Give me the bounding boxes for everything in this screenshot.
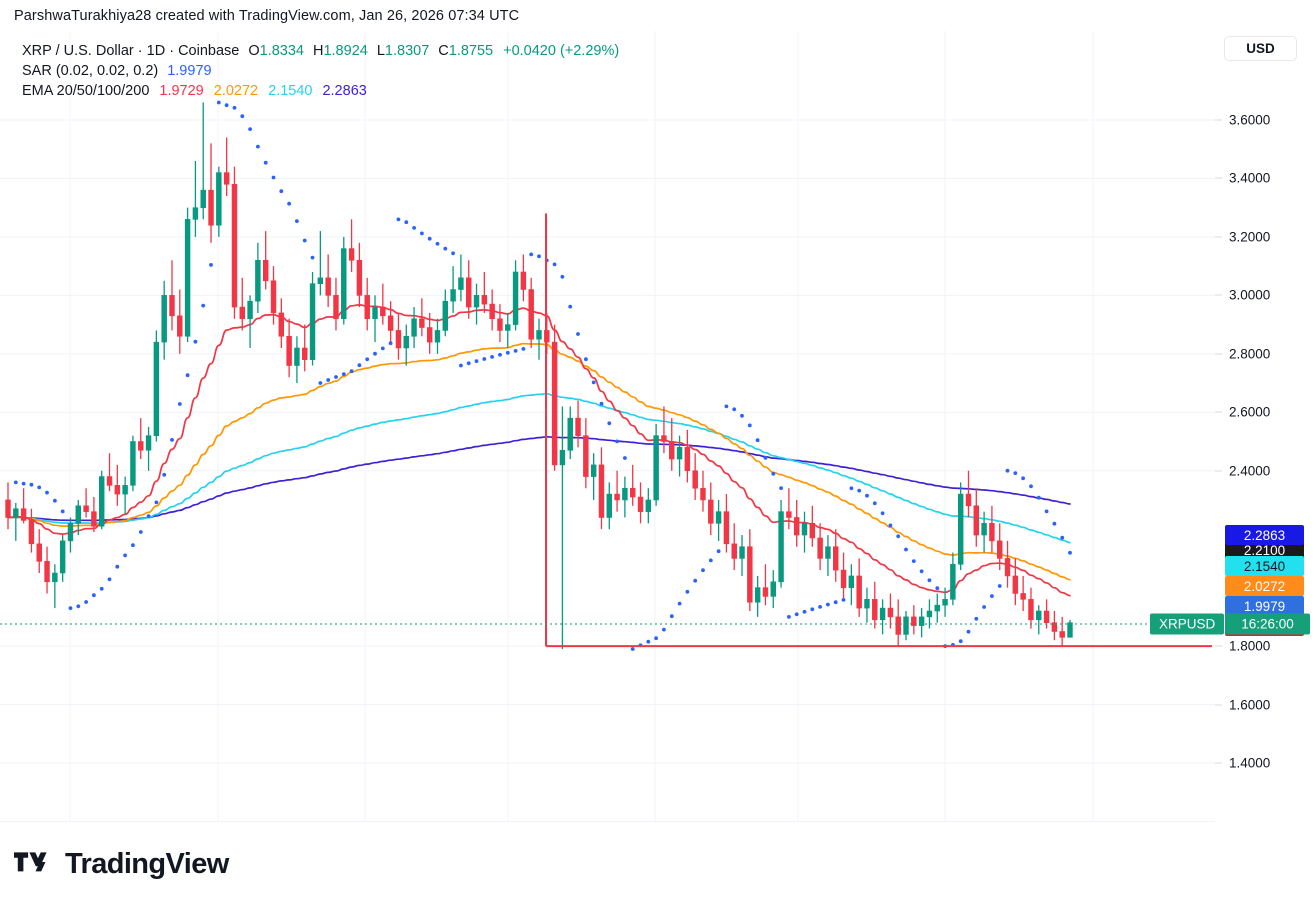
price-tick-dash <box>1215 177 1222 179</box>
price-tick-dash <box>1215 762 1222 764</box>
price-tick-label: 1.8000 <box>1229 638 1271 654</box>
price-tick-dash <box>1215 470 1222 472</box>
ema50-line <box>7 342 1071 581</box>
price-tick-label: 1.4000 <box>1229 755 1271 771</box>
price-tick-label: 3.0000 <box>1229 287 1271 303</box>
ema100-line <box>7 392 1071 544</box>
price-tick-label: 3.6000 <box>1229 112 1271 128</box>
chart-canvas <box>0 31 1215 821</box>
price-tick-label: 2.6000 <box>1229 404 1271 420</box>
ema100-badge[interactable]: 2.1540 <box>1225 556 1304 576</box>
price-tick-dash <box>1215 704 1222 706</box>
tradingview-wordmark: TradingView <box>65 848 229 880</box>
ema20-line <box>7 304 1071 597</box>
attribution-bar: ParshwaTurakhiya28 created with TradingV… <box>0 0 1316 31</box>
last-price-badge[interactable]: 16:26:00 <box>1225 613 1310 635</box>
price-tick-dash <box>1215 411 1222 413</box>
sar-badge[interactable]: 1.9979 <box>1225 596 1304 616</box>
chart-plot-area[interactable] <box>0 31 1215 830</box>
price-tick-dash <box>1215 236 1222 238</box>
chart-frame[interactable]: XRP / U.S. Dollar · 1D · Coinbase O1.833… <box>0 31 1316 852</box>
ema50-badge[interactable]: 2.0272 <box>1225 576 1304 596</box>
horizontal-gridlines <box>0 119 1215 764</box>
ema200-line <box>7 435 1071 522</box>
price-tick-label: 2.4000 <box>1229 463 1271 479</box>
symbol-price-line-tag[interactable]: XRPUSD <box>1150 613 1225 635</box>
ema200-badge[interactable]: 2.2863 <box>1225 525 1304 545</box>
sar-dots <box>13 100 1072 651</box>
support-ray[interactable] <box>545 213 1212 648</box>
currency-badge[interactable]: USD <box>1224 36 1297 61</box>
tradingview-logo-icon <box>14 851 47 871</box>
price-tick-label: 3.2000 <box>1229 229 1271 245</box>
price-tick-label: 3.4000 <box>1229 170 1271 186</box>
candlestick-series[interactable] <box>5 102 1073 650</box>
hidden-badge[interactable]: 2.2100 <box>1225 540 1304 560</box>
tradingview-footer: TradingView <box>0 830 1316 899</box>
price-tick-dash <box>1215 294 1222 296</box>
price-tick-label: 2.8000 <box>1229 346 1271 362</box>
attribution-text: ParshwaTurakhiya28 created with TradingV… <box>14 7 520 24</box>
price-tick-label: 1.6000 <box>1229 697 1271 713</box>
price-tick-dash <box>1215 119 1222 121</box>
price-tick-dash <box>1215 645 1222 647</box>
price-tick-dash <box>1215 353 1222 355</box>
vertical-gridlines <box>69 31 1094 821</box>
price-scale[interactable]: USD 3.6000 3.4000 3.2000 3.0000 2.8000 2.6000… <box>1215 31 1316 830</box>
